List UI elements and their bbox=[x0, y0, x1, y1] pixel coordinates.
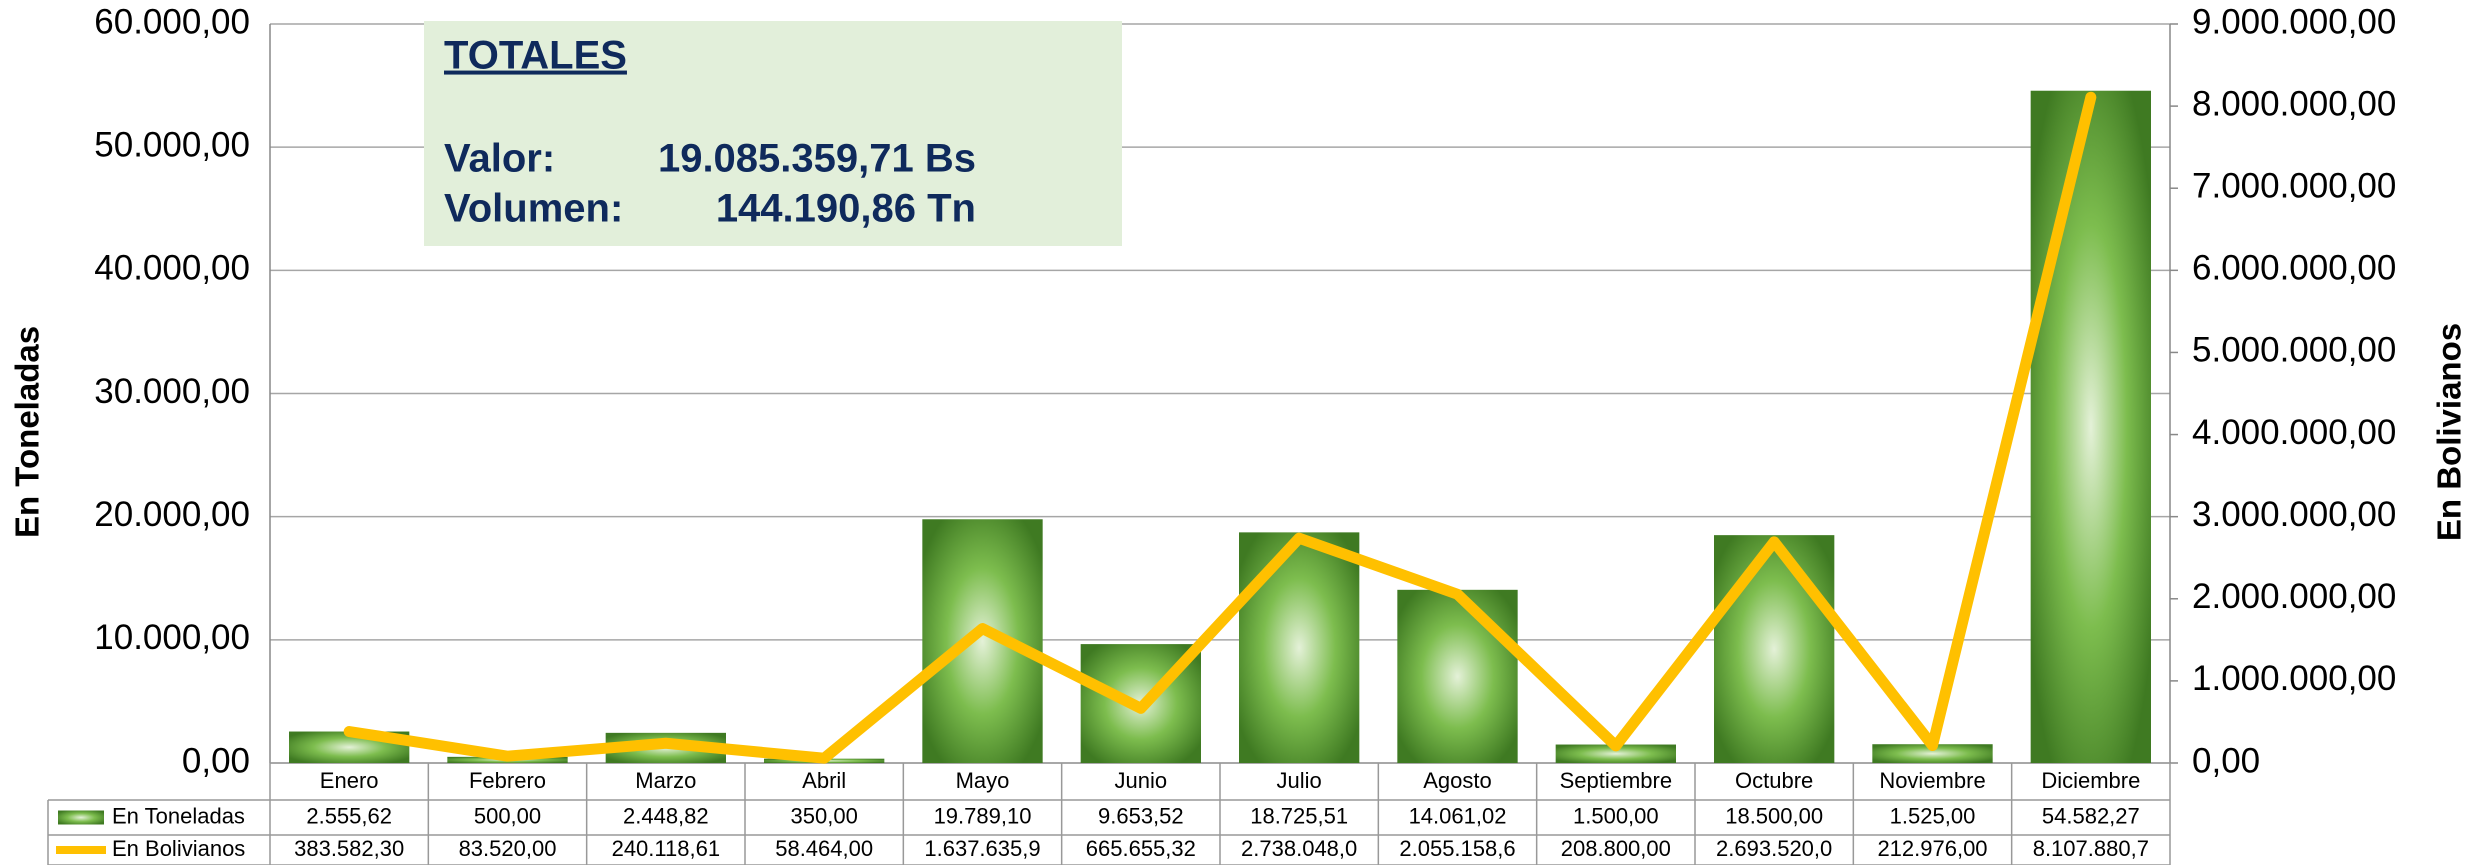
data-label: 54.582,27 bbox=[2042, 803, 2140, 828]
y2-tick-label: 3.000.000,00 bbox=[2192, 495, 2396, 534]
x-tick-label: Noviembre bbox=[1879, 768, 1985, 793]
data-label: 14.061,02 bbox=[1409, 803, 1507, 828]
data-label: 500,00 bbox=[474, 803, 541, 828]
y2-tick-label: 6.000.000,00 bbox=[2192, 249, 2396, 288]
x-tick-label: Septiembre bbox=[1560, 768, 1673, 793]
data-label: 19.789,10 bbox=[934, 803, 1032, 828]
y2-tick-label: 1.000.000,00 bbox=[2192, 659, 2396, 698]
bar bbox=[2030, 90, 2151, 763]
data-label: 2.055.158,6 bbox=[1399, 836, 1515, 861]
x-tick-label: Julio bbox=[1277, 768, 1322, 793]
totals-title: TOTALES bbox=[444, 34, 627, 78]
y-tick-label: 30.000,00 bbox=[94, 372, 250, 411]
data-label: 2.738.048,0 bbox=[1241, 836, 1357, 861]
data-label: 240.118,61 bbox=[612, 836, 720, 861]
data-label: 2.448,82 bbox=[623, 803, 709, 828]
y-tick-label: 0,00 bbox=[182, 741, 250, 780]
data-label: 350,00 bbox=[791, 803, 858, 828]
y-axis-title: En Toneladas bbox=[9, 326, 46, 538]
data-label: 18.725,51 bbox=[1250, 803, 1348, 828]
x-tick-label: Octubre bbox=[1735, 768, 1813, 793]
bar bbox=[1555, 744, 1676, 763]
y2-tick-label: 4.000.000,00 bbox=[2192, 413, 2396, 452]
data-label: 212.976,00 bbox=[1877, 836, 1987, 861]
y-tick-label: 50.000,00 bbox=[94, 125, 250, 164]
y2-tick-label: 5.000.000,00 bbox=[2192, 331, 2396, 370]
bar bbox=[1872, 744, 1993, 763]
data-label: 1.525,00 bbox=[1890, 803, 1976, 828]
x-tick-label: Febrero bbox=[469, 768, 546, 793]
totals-value-label: Valor: bbox=[444, 137, 555, 181]
y2-tick-label: 7.000.000,00 bbox=[2192, 166, 2396, 205]
legend-swatch bbox=[58, 810, 104, 825]
data-label: 83.520,00 bbox=[459, 836, 557, 861]
data-label: 1.637.635,9 bbox=[924, 836, 1040, 861]
totals-value: 19.085.359,71 Bs bbox=[658, 137, 976, 181]
data-label: 665.655,32 bbox=[1086, 836, 1196, 861]
data-label: 9.653,52 bbox=[1098, 803, 1184, 828]
legend-label: En Toneladas bbox=[112, 803, 245, 828]
totals-box bbox=[424, 21, 1122, 246]
y-tick-label: 60.000,00 bbox=[94, 2, 250, 41]
y2-tick-label: 0,00 bbox=[2192, 741, 2260, 780]
totals-volume: 144.190,86 Tn bbox=[716, 187, 976, 231]
y2-axis-title: En Bolivianos bbox=[2431, 323, 2468, 541]
data-label: 18.500,00 bbox=[1725, 803, 1823, 828]
y-tick-label: 20.000,00 bbox=[94, 495, 250, 534]
bar bbox=[1714, 535, 1835, 763]
x-tick-label: Junio bbox=[1115, 768, 1168, 793]
data-label: 208.800,00 bbox=[1561, 836, 1671, 861]
data-label: 58.464,00 bbox=[775, 836, 873, 861]
y-tick-label: 10.000,00 bbox=[94, 618, 250, 657]
data-label: 1.500,00 bbox=[1573, 803, 1659, 828]
y-tick-label: 40.000,00 bbox=[94, 249, 250, 288]
bar bbox=[1239, 532, 1360, 763]
y2-tick-label: 9.000.000,00 bbox=[2192, 2, 2396, 41]
y2-tick-label: 8.000.000,00 bbox=[2192, 84, 2396, 123]
x-tick-label: Diciembre bbox=[2041, 768, 2140, 793]
bar bbox=[922, 519, 1043, 763]
x-tick-label: Abril bbox=[802, 768, 846, 793]
bar bbox=[1397, 589, 1518, 763]
totals-volume-label: Volumen: bbox=[444, 187, 623, 231]
data-label: 8.107.880,7 bbox=[2033, 836, 2149, 861]
x-tick-label: Enero bbox=[320, 768, 379, 793]
y2-tick-label: 2.000.000,00 bbox=[2192, 577, 2396, 616]
x-tick-label: Marzo bbox=[635, 768, 696, 793]
x-tick-label: Mayo bbox=[956, 768, 1010, 793]
data-label: 383.582,30 bbox=[294, 836, 404, 861]
data-label: 2.555,62 bbox=[306, 803, 392, 828]
line bbox=[343, 91, 2097, 764]
x-tick-label: Agosto bbox=[1423, 768, 1492, 793]
data-label: 2.693.520,0 bbox=[1716, 836, 1832, 861]
legend-label: En Bolivianos bbox=[112, 836, 245, 861]
